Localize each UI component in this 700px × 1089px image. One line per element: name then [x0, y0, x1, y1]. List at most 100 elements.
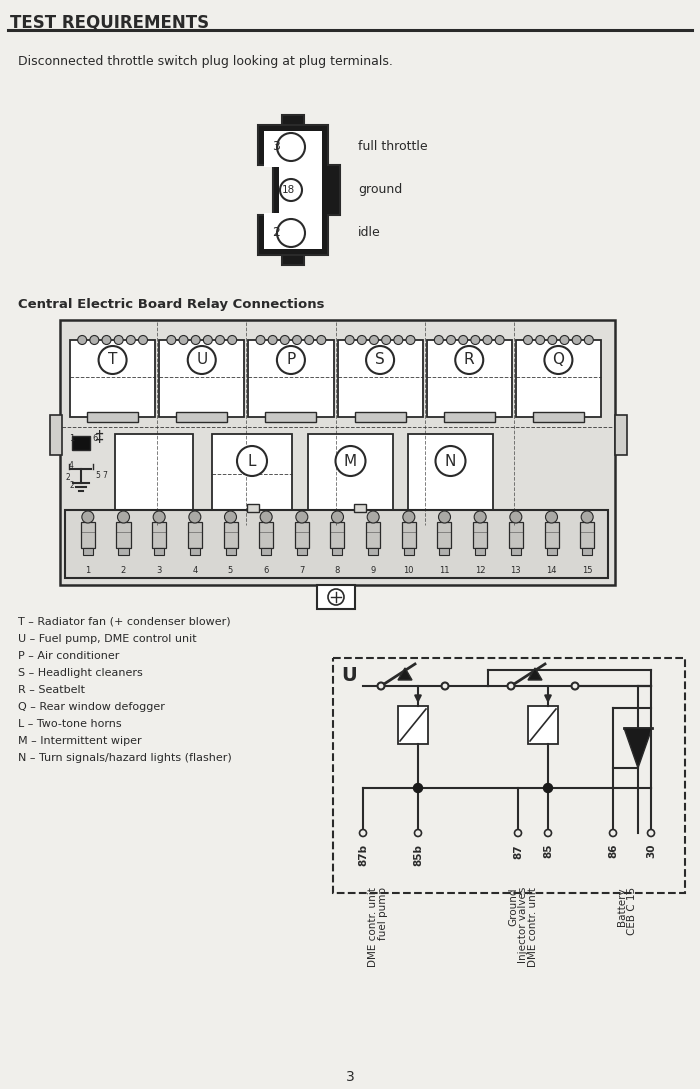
FancyBboxPatch shape — [60, 320, 615, 585]
Circle shape — [293, 335, 302, 344]
FancyBboxPatch shape — [50, 415, 62, 455]
Text: T: T — [108, 353, 118, 367]
Circle shape — [377, 683, 384, 689]
Circle shape — [280, 335, 289, 344]
Circle shape — [237, 446, 267, 476]
Circle shape — [584, 335, 594, 344]
FancyBboxPatch shape — [190, 548, 200, 555]
Circle shape — [114, 335, 123, 344]
FancyBboxPatch shape — [223, 522, 237, 548]
Circle shape — [345, 335, 354, 344]
Circle shape — [256, 335, 265, 344]
Text: 85: 85 — [543, 844, 553, 858]
Circle shape — [455, 346, 483, 374]
FancyBboxPatch shape — [295, 522, 309, 548]
FancyBboxPatch shape — [265, 412, 316, 423]
Circle shape — [545, 346, 573, 374]
Circle shape — [296, 511, 308, 523]
FancyBboxPatch shape — [404, 548, 414, 555]
Circle shape — [406, 335, 415, 344]
Circle shape — [471, 335, 480, 344]
Text: 15: 15 — [582, 566, 592, 575]
Circle shape — [524, 335, 533, 344]
Text: 12: 12 — [475, 566, 485, 575]
Circle shape — [191, 335, 200, 344]
Circle shape — [370, 335, 379, 344]
Text: T – Radiator fan (+ condenser blower): T – Radiator fan (+ condenser blower) — [18, 617, 230, 627]
Circle shape — [414, 830, 421, 836]
Text: 13: 13 — [510, 566, 521, 575]
Circle shape — [382, 335, 391, 344]
FancyBboxPatch shape — [248, 340, 333, 417]
Text: 7: 7 — [102, 472, 107, 480]
Text: TEST REQUIREMENTS: TEST REQUIREMENTS — [10, 14, 209, 32]
FancyBboxPatch shape — [615, 415, 627, 455]
Circle shape — [82, 511, 94, 523]
Circle shape — [126, 335, 135, 344]
FancyBboxPatch shape — [330, 522, 344, 548]
Polygon shape — [624, 729, 652, 768]
Text: U: U — [341, 666, 357, 685]
Circle shape — [368, 511, 379, 523]
Circle shape — [179, 335, 188, 344]
Circle shape — [545, 830, 552, 836]
Circle shape — [495, 335, 504, 344]
Circle shape — [510, 511, 522, 523]
Circle shape — [203, 335, 212, 344]
FancyBboxPatch shape — [282, 115, 304, 125]
Circle shape — [447, 335, 456, 344]
Text: 8: 8 — [335, 566, 340, 575]
FancyBboxPatch shape — [154, 548, 164, 555]
Circle shape — [189, 511, 201, 523]
FancyBboxPatch shape — [152, 522, 166, 548]
Circle shape — [483, 335, 492, 344]
FancyBboxPatch shape — [427, 340, 512, 417]
Text: S – Headlight cleaners: S – Headlight cleaners — [18, 668, 143, 678]
FancyBboxPatch shape — [65, 510, 608, 578]
Circle shape — [280, 179, 302, 201]
Text: Q – Rear window defogger: Q – Rear window defogger — [18, 702, 165, 712]
Text: 5: 5 — [95, 472, 100, 480]
Text: 87: 87 — [513, 844, 523, 858]
Text: 1: 1 — [69, 435, 74, 443]
FancyBboxPatch shape — [444, 412, 495, 423]
FancyBboxPatch shape — [528, 706, 558, 744]
Circle shape — [360, 830, 367, 836]
Circle shape — [188, 346, 216, 374]
Polygon shape — [264, 131, 322, 249]
Text: 5: 5 — [228, 566, 233, 575]
FancyBboxPatch shape — [212, 435, 292, 512]
Polygon shape — [398, 668, 412, 680]
Polygon shape — [528, 668, 542, 680]
Circle shape — [442, 683, 449, 689]
Circle shape — [438, 511, 451, 523]
Text: 2: 2 — [69, 481, 73, 490]
FancyBboxPatch shape — [547, 548, 556, 555]
FancyBboxPatch shape — [80, 522, 94, 548]
Text: 3: 3 — [272, 140, 280, 154]
Text: 2: 2 — [272, 227, 280, 240]
FancyBboxPatch shape — [440, 548, 449, 555]
Text: Battery: Battery — [617, 888, 627, 926]
Circle shape — [332, 511, 344, 523]
Text: P: P — [286, 353, 295, 367]
Text: 7: 7 — [299, 566, 304, 575]
Circle shape — [545, 511, 557, 523]
Polygon shape — [258, 125, 340, 255]
FancyBboxPatch shape — [582, 548, 592, 555]
Circle shape — [139, 335, 148, 344]
Text: 2: 2 — [121, 566, 126, 575]
Text: Central Electric Board Relay Connections: Central Electric Board Relay Connections — [18, 298, 325, 311]
FancyBboxPatch shape — [354, 412, 405, 423]
Text: R – Seatbelt: R – Seatbelt — [18, 685, 85, 695]
FancyBboxPatch shape — [402, 522, 416, 548]
Circle shape — [402, 511, 415, 523]
FancyBboxPatch shape — [509, 522, 523, 548]
Text: 86: 86 — [608, 844, 618, 858]
FancyBboxPatch shape — [118, 548, 129, 555]
Circle shape — [366, 346, 394, 374]
FancyBboxPatch shape — [87, 412, 138, 423]
FancyBboxPatch shape — [188, 522, 202, 548]
Circle shape — [335, 446, 365, 476]
FancyBboxPatch shape — [247, 504, 259, 512]
